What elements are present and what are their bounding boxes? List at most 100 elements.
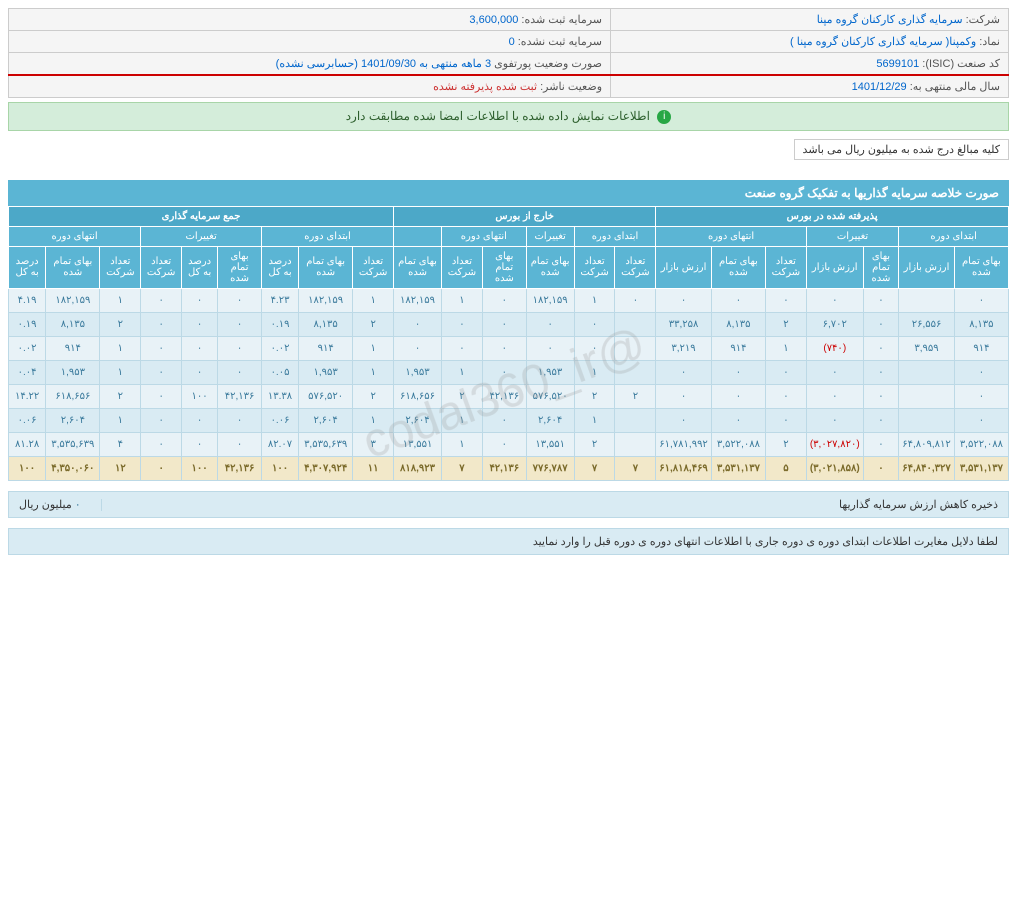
cell: ۰ (711, 288, 765, 312)
cell: ۳,۵۳۱,۱۳۷ (711, 456, 765, 480)
fiscal-value: 1401/12/29 (852, 81, 907, 93)
cell: ۵ (766, 456, 807, 480)
table-row: ۸,۱۳۵۲۶,۵۵۶۰۶,۷۰۲۲۸,۱۳۵۳۳,۲۵۸۰۰۰۰۰۲۸,۱۳۵… (9, 312, 1009, 336)
cell: ۰ (766, 384, 807, 408)
cell: ۱ (100, 336, 141, 360)
cell: ۸۱.۲۸ (9, 432, 46, 456)
cell (615, 408, 656, 432)
cell: ۱ (574, 360, 615, 384)
cell: ۰ (863, 312, 899, 336)
cell: ۰ (218, 336, 262, 360)
cell: ۲ (574, 432, 615, 456)
cell: ۱ (353, 288, 394, 312)
capital-reg-value: 3,600,000 (469, 14, 518, 26)
cell: ۱۰۰ (262, 456, 299, 480)
cell: ۲ (574, 384, 615, 408)
cell: (۷۴۰) (806, 336, 863, 360)
cell: ۱ (100, 408, 141, 432)
cell: ۱ (100, 360, 141, 384)
cell: ۰ (141, 456, 182, 480)
th-changes: تغییرات (806, 226, 898, 246)
diff-note-row: لطفا دلایل مغایرت اطلاعات ابتدای دوره ی … (8, 528, 1009, 555)
cell: ۵۷۶,۵۲۰ (526, 384, 574, 408)
cell: ۹۱۴ (299, 336, 353, 360)
cell: ۰ (218, 360, 262, 384)
cell: ۰.۱۹ (262, 312, 299, 336)
cell: ۰ (954, 384, 1008, 408)
portfolio-value: 3 ماهه منتهی به 1401/09/30 (حسابرسی نشده… (276, 58, 491, 70)
cell: ۰ (182, 432, 218, 456)
cell: ۰.۱۹ (9, 312, 46, 336)
cell: ۶۱۸,۶۵۶ (394, 384, 442, 408)
company-label: شرکت: (966, 14, 1000, 26)
cell: ۰ (574, 312, 615, 336)
cell: ۱۴.۲۲ (9, 384, 46, 408)
cell: ۰ (863, 432, 899, 456)
cell: ۰ (711, 384, 765, 408)
cell: ۰ (806, 384, 863, 408)
cell: ۱ (442, 288, 483, 312)
cell: ۷ (442, 456, 483, 480)
cell: ۰ (615, 288, 656, 312)
th-offbourse: خارج از بورس (394, 206, 656, 226)
currency-note: کلیه مبالغ درج شده به میلیون ریال می باش… (794, 139, 1009, 160)
publisher-label: وضعیت ناشر: (540, 81, 602, 93)
cell: ۳,۵۳۵,۶۳۹ (46, 432, 100, 456)
th-cost: بهای تمام شده (46, 246, 100, 288)
cell: ۰ (863, 456, 899, 480)
reserve-row: ذخیره کاهش ارزش سرمایه گذاریها ۰ میلیون … (8, 491, 1009, 518)
cell: ۹۱۴ (711, 336, 765, 360)
cell: ۲ (353, 312, 394, 336)
cell: ۶۴,۸۴۰,۳۲۷ (899, 456, 955, 480)
cell: ۰ (182, 360, 218, 384)
cell: ۱,۹۵۳ (526, 360, 574, 384)
cell: ۹۱۴ (46, 336, 100, 360)
cell: ۰ (574, 336, 615, 360)
cell: ۱ (574, 288, 615, 312)
th-count: تعداد شرکت (615, 246, 656, 288)
cell: ۸,۱۳۵ (299, 312, 353, 336)
th-count: تعداد شرکت (100, 246, 141, 288)
cell: ۷۷۶,۷۸۷ (526, 456, 574, 480)
cell: ۲,۶۰۴ (526, 408, 574, 432)
table-row: ۳,۵۲۲,۰۸۸۶۴,۸۰۹,۸۱۲۰(۳,۰۲۷,۸۲۰)۲۳,۵۲۲,۰۸… (9, 432, 1009, 456)
table-row: ۹۱۴۳,۹۵۹۰(۷۴۰)۱۹۱۴۳,۲۱۹۰۰۰۰۰۱۹۱۴۰.۰۲۰۰۰۱… (9, 336, 1009, 360)
cell: ۷ (615, 456, 656, 480)
cell: ۲ (766, 432, 807, 456)
cell: ۴۲,۱۳۶ (218, 384, 262, 408)
cell: ۰ (863, 288, 899, 312)
th-pct: درصد به کل (262, 246, 299, 288)
cell: ۰ (141, 288, 182, 312)
cell: ۲,۶۰۴ (394, 408, 442, 432)
cell (615, 360, 656, 384)
th-begin2: ابتدای دوره (574, 226, 656, 246)
th-begin3: ابتدای دوره (262, 226, 394, 246)
th-market: ارزش بازار (806, 246, 863, 288)
cell: ۴۲,۱۳۶ (482, 384, 526, 408)
reserve-value: ۰ (75, 499, 102, 511)
cell: ۰ (141, 312, 182, 336)
cell: ۱۳,۵۵۱ (526, 432, 574, 456)
cell: ۳,۵۲۲,۰۸۸ (711, 432, 765, 456)
cell: ۲ (442, 384, 483, 408)
cell: ۱ (442, 432, 483, 456)
cell (615, 312, 656, 336)
cell: ۰ (218, 312, 262, 336)
cell: ۹۱۴ (954, 336, 1008, 360)
cell: ۶۴,۸۰۹,۸۱۲ (899, 432, 955, 456)
cell: ۰ (766, 360, 807, 384)
isic-label: کد صنعت (ISIC): (922, 58, 1000, 70)
cell: ۲ (100, 384, 141, 408)
cell: ۱۰۰ (182, 456, 218, 480)
cell (899, 408, 955, 432)
cell: ۱۳.۳۸ (262, 384, 299, 408)
cell: ۱ (442, 408, 483, 432)
cell: ۵۷۶,۵۲۰ (299, 384, 353, 408)
cell: ۰ (394, 312, 442, 336)
th-end: انتهای دوره (656, 226, 807, 246)
th-cost: بهای تمام شده (218, 246, 262, 288)
cell: ۰.۰۵ (262, 360, 299, 384)
alert-text: اطلاعات نمایش داده شده با اطلاعات امضا ش… (346, 109, 650, 123)
cell: ۰ (863, 336, 899, 360)
cell: ۲ (766, 312, 807, 336)
